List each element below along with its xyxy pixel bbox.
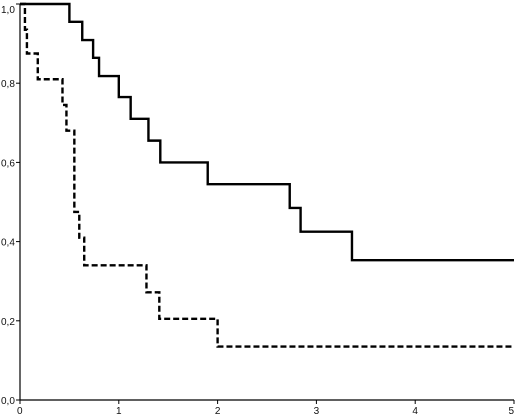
dashed-survival-curve: [20, 2, 514, 348]
x-tick-label: 2: [215, 406, 221, 417]
y-tick-label: 0,4: [1, 238, 15, 249]
x-tick-label: 5: [508, 406, 514, 417]
x-axis-ticks: 0 1 2 3 4 5: [17, 400, 515, 417]
plot-area: 0 1 2 3 4 5 0,0 0,2 0,4 0,6 0,8 1,0: [1, 2, 515, 417]
y-tick-label: 0,8: [1, 79, 15, 90]
y-tick-label: 1,0: [1, 5, 15, 16]
solid-survival-curve: [20, 2, 514, 262]
x-tick-label: 0: [17, 406, 23, 417]
x-tick-label: 1: [116, 406, 122, 417]
y-axis-ticks: 0,0 0,2 0,4 0,6 0,8 1,0: [1, 3, 20, 407]
series-layer: [20, 2, 514, 348]
x-tick-label: 3: [314, 406, 320, 417]
x-tick-label: 4: [412, 406, 418, 417]
y-tick-label: 0,6: [1, 158, 15, 169]
y-tick-label: 0,0: [1, 396, 15, 407]
y-tick-label: 0,2: [1, 317, 15, 328]
